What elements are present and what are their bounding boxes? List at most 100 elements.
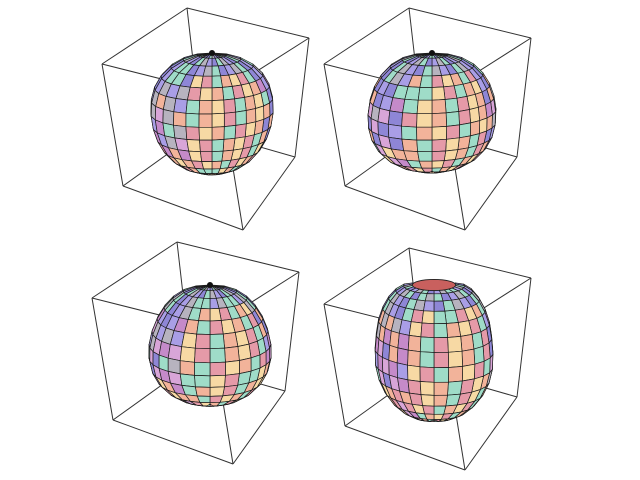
- box-edge: [176, 241, 300, 273]
- panel-bottom-left: [91, 241, 300, 465]
- surface-patch: [401, 125, 418, 141]
- surface-patch: [388, 344, 399, 364]
- surface-patch: [187, 86, 202, 102]
- surface-patch: [461, 348, 476, 367]
- surface-patch: [417, 87, 433, 101]
- surface-patch: [407, 379, 422, 395]
- box-edge: [101, 7, 188, 65]
- surface-patch: [185, 126, 200, 141]
- surface-patch: [433, 323, 448, 339]
- surface-patch: [223, 98, 237, 114]
- surface-patch: [428, 420, 435, 423]
- surface-patch: [196, 320, 211, 335]
- surface-patch: [201, 161, 213, 170]
- surface-patch: [194, 347, 211, 364]
- surface-patch: [223, 111, 237, 127]
- box-edge: [408, 247, 532, 279]
- surface-patch: [445, 137, 460, 152]
- surface-patch: [420, 394, 435, 407]
- box-edge: [516, 37, 532, 158]
- surface-patch: [179, 373, 196, 388]
- surface-patch: [407, 335, 422, 353]
- surface-top-right: [367, 50, 497, 174]
- surface-patch: [194, 361, 211, 377]
- box-edge: [294, 37, 310, 158]
- surface-patch: [209, 308, 222, 322]
- surface-patch: [222, 86, 235, 101]
- surface-patch: [209, 320, 224, 335]
- panel-top-left: [101, 7, 310, 231]
- box-edge: [232, 390, 286, 465]
- surface-patch: [222, 137, 236, 152]
- surface-patch: [211, 99, 225, 115]
- surface-patch: [200, 75, 213, 89]
- surface-patch: [431, 138, 447, 153]
- surface-patch: [447, 380, 463, 396]
- surface-patch: [433, 394, 448, 407]
- surface-patch: [211, 112, 225, 128]
- surface-patch: [185, 112, 200, 128]
- surface-patch: [225, 360, 240, 376]
- box-edge: [464, 156, 518, 231]
- surface-patch: [388, 136, 405, 152]
- surface-patch: [446, 322, 462, 338]
- surface-patch: [424, 293, 435, 302]
- surface-patch: [433, 337, 449, 353]
- surface-patch: [458, 109, 471, 126]
- panel-bottom-right: [323, 247, 532, 471]
- surface-patch: [209, 347, 226, 364]
- surface-patch: [421, 310, 435, 325]
- surface-patch: [387, 123, 403, 140]
- surface-patch: [431, 126, 447, 141]
- surface-patch: [199, 87, 213, 102]
- surface-opening: [412, 279, 456, 291]
- surface-patch: [211, 160, 223, 170]
- surface-patch: [460, 334, 475, 352]
- surface-patch: [211, 87, 225, 101]
- surface-patch: [209, 333, 225, 350]
- surface-patch: [433, 405, 447, 415]
- surface-pole: [207, 282, 213, 288]
- surface-patch: [433, 351, 449, 369]
- surface-patch: [195, 386, 211, 397]
- surface-patch: [433, 381, 449, 396]
- surface-patch: [416, 99, 433, 115]
- surface-top-left: [150, 50, 274, 176]
- surface-bottom-right: [374, 279, 494, 423]
- surface-patch: [416, 113, 433, 128]
- surface-patch: [211, 139, 225, 153]
- surface-patch: [209, 361, 226, 377]
- surface-patch: [417, 151, 433, 162]
- surface-patch: [418, 160, 433, 169]
- surface-patch: [224, 373, 240, 388]
- box-edge: [323, 7, 410, 65]
- surface-patch: [200, 151, 213, 162]
- surface-patch: [186, 139, 201, 153]
- surface-patch: [469, 106, 481, 124]
- box-edge: [91, 297, 114, 421]
- surface-patch: [416, 126, 433, 141]
- box-edge: [122, 185, 244, 231]
- box-edge: [323, 63, 346, 187]
- surface-patch: [185, 99, 201, 115]
- surface-patch: [419, 351, 435, 369]
- surface-patch: [199, 139, 213, 153]
- surface-patch: [433, 310, 447, 325]
- surface-patch: [179, 346, 196, 363]
- surface-patch: [167, 344, 183, 362]
- surface-patch: [433, 300, 446, 312]
- surface-patch: [408, 321, 423, 338]
- surface-patch: [419, 381, 435, 396]
- surface-patch: [198, 100, 213, 115]
- box-edge: [242, 156, 296, 231]
- surface-patch: [419, 75, 433, 88]
- surface-patch: [173, 111, 187, 128]
- surface-patch: [173, 124, 188, 140]
- surface-patch: [461, 363, 476, 382]
- surface-patch: [420, 322, 435, 339]
- surface-patch: [407, 364, 421, 382]
- surface-patch: [448, 366, 463, 383]
- box-edge: [323, 303, 346, 427]
- surface-patch: [223, 125, 237, 140]
